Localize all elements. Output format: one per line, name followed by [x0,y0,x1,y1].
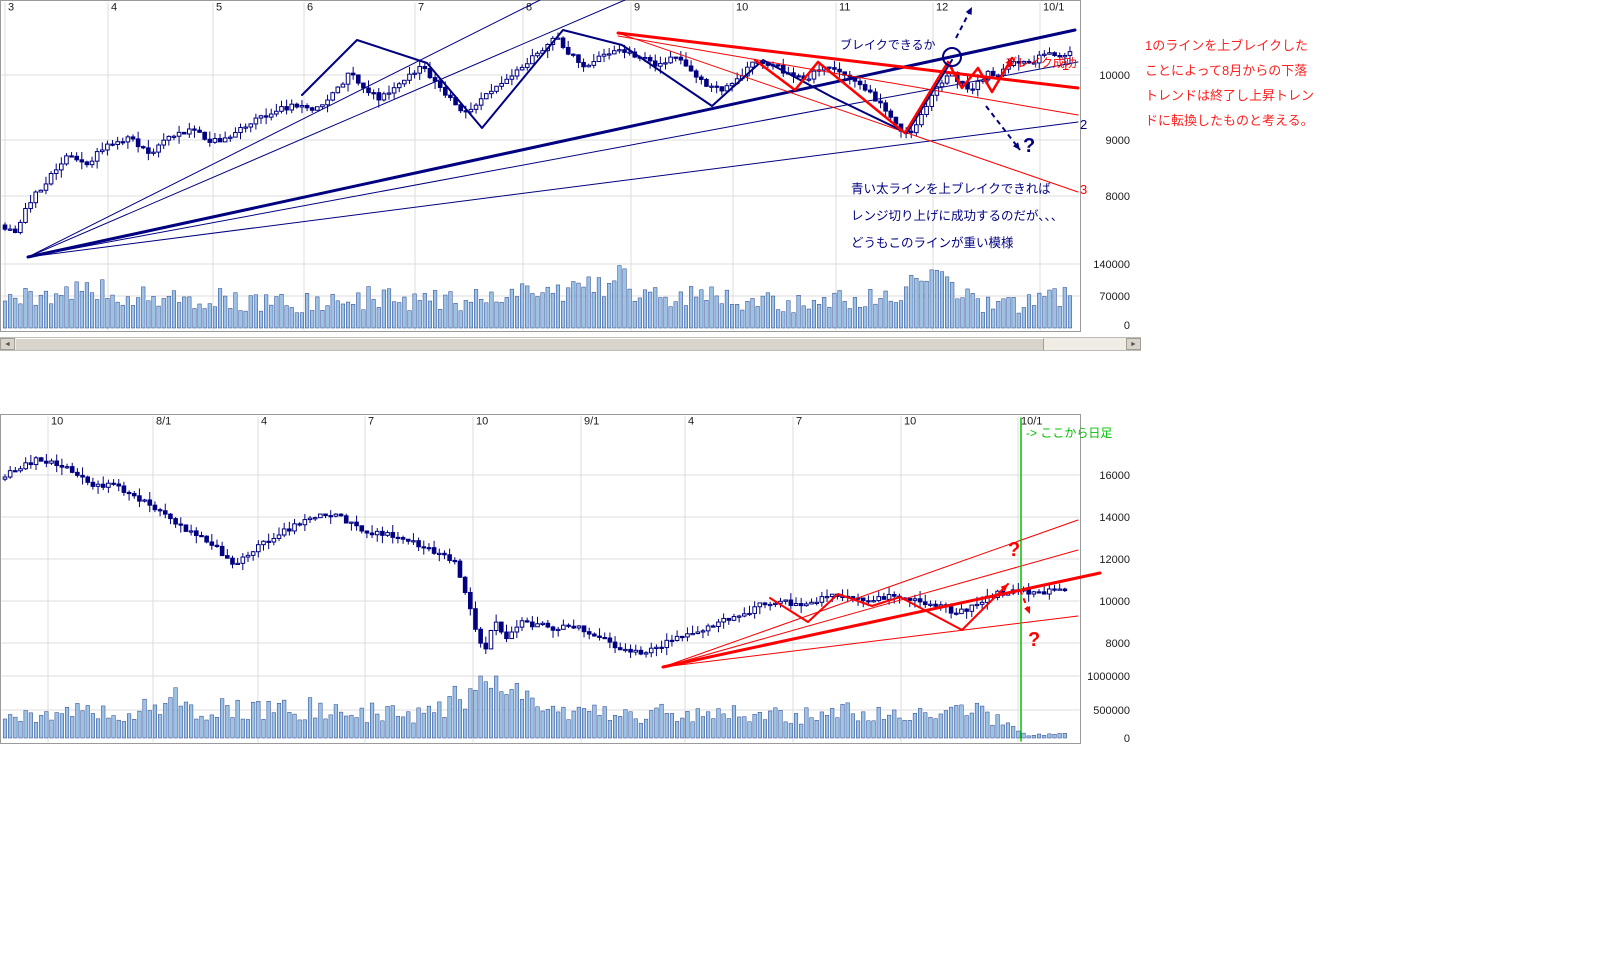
x-axis-label: 4 [111,2,117,14]
top-right-comment-line-2: ことによって8月からの下落 [1145,63,1308,78]
bottom-chart-annotations [661,417,1102,742]
trendline-3-label: 3 [1080,182,1088,197]
bottom-chart-canvas[interactable]: 10 8/1 4 7 10 9/1 4 7 10 10/1 16000 14000 12000 10000… [0,412,1141,752]
red-question-mark-1: ? [1008,539,1021,561]
trendline-2-label: 2 [1080,117,1088,132]
y-axis-label: 1000000 [1087,671,1130,683]
y-axis-label: 9000 [1106,135,1130,147]
mid-comment-block: 青い太ラインを上ブレイクできれば レンジ切り上げに成功するのだが、、、 どうもこ… [851,176,1063,257]
y-axis-label: 10000 [1099,70,1130,82]
x-axis-label: 11 [839,2,850,14]
x-axis-label: 7 [368,416,374,428]
y-axis-label: 0 [1124,320,1130,332]
scrollbar-left-button[interactable]: ◄ [0,338,15,350]
top-right-comment-line-1: 1のラインを上ブレイクした [1145,38,1308,53]
trendline-1-label: 1 [1062,58,1070,73]
daily-from-here-label: -> ここから日足 [1026,426,1113,440]
right-arrow-icon: ► [1130,340,1137,348]
red-question-mark-2: ? [1028,629,1041,651]
x-axis-label: 6 [307,2,313,14]
x-axis-label: 9 [634,2,640,14]
top-chart-grid: 3 4 5 6 7 8 9 10 11 12 10/110000900080001400007000… [0,0,1130,332]
x-axis-label: 10 [51,416,63,428]
bottom-chart-grid: 10 8/1 4 7 10 9/1 4 7 10 10/1 16000 14000 12000 10000… [0,414,1130,745]
top-chart-volume-bars [2,265,1073,329]
top-chart-canvas[interactable]: 3 4 5 6 7 8 9 10 11 12 10/110000900080001400007000… [0,0,1141,336]
x-axis-label: 10/1 [1043,2,1064,14]
y-axis-label: 0 [1124,733,1130,745]
x-axis-label: 10 [904,416,916,428]
left-arrow-icon: ◄ [4,340,11,348]
x-axis-label: 10 [736,2,748,14]
x-axis-label: 3 [8,2,14,14]
y-axis-label: 16000 [1099,470,1130,482]
x-axis-label: 4 [688,416,694,428]
y-axis-label: 500000 [1093,705,1130,717]
x-axis-label: 5 [216,2,222,14]
y-axis-label: 14000 [1099,512,1130,524]
top-right-comment-line-4: ドに転換したものと考える。 [1145,113,1314,128]
y-axis-label: 12000 [1099,554,1130,566]
x-axis-label: 10/1 [1021,416,1042,428]
y-axis-label: 140000 [1093,259,1130,271]
y-axis-label: 10000 [1099,596,1130,608]
x-axis-label: 8/1 [156,416,171,428]
x-axis-label: 10 [476,416,488,428]
y-axis-label: 8000 [1106,191,1130,203]
top-right-comment-line-3: トレンドは終了し上昇トレン [1145,88,1315,103]
y-axis-label: 70000 [1099,291,1130,303]
mid-comment-line-2: レンジ切り上げに成功するのだが、、、 [851,209,1064,223]
mid-comment-line-1: 青い太ラインを上ブレイクできれば [851,182,1051,196]
x-axis-label: 7 [418,2,424,14]
x-axis-label: 4 [261,416,267,428]
top-right-comment-block: 1のラインを上ブレイクした ことによって8月からの下落 トレンドは終了し上昇トレ… [1145,33,1314,133]
bottom-chart-candles [2,453,1068,659]
x-axis-label: 8 [526,2,532,14]
break-success-label: ブレイク成功 [1005,56,1077,70]
break-question-label: ブレイクできるか [840,38,936,52]
scrollbar-right-button[interactable]: ► [1126,338,1141,350]
horizontal-scrollbar[interactable]: ◄ ► [0,337,1141,351]
blue-question-mark: ? [1023,135,1036,157]
x-axis-label: 12 [936,2,948,14]
x-axis-label: 7 [796,416,802,428]
bottom-chart-volume-bars [2,675,1067,739]
y-axis-label: 8000 [1106,638,1130,650]
scrollbar-thumb[interactable] [16,338,1044,350]
mid-comment-line-3: どうもこのラインが重い模様 [851,236,1014,250]
x-axis-label: 9/1 [584,416,599,428]
top-chart-annotations [26,0,1080,259]
